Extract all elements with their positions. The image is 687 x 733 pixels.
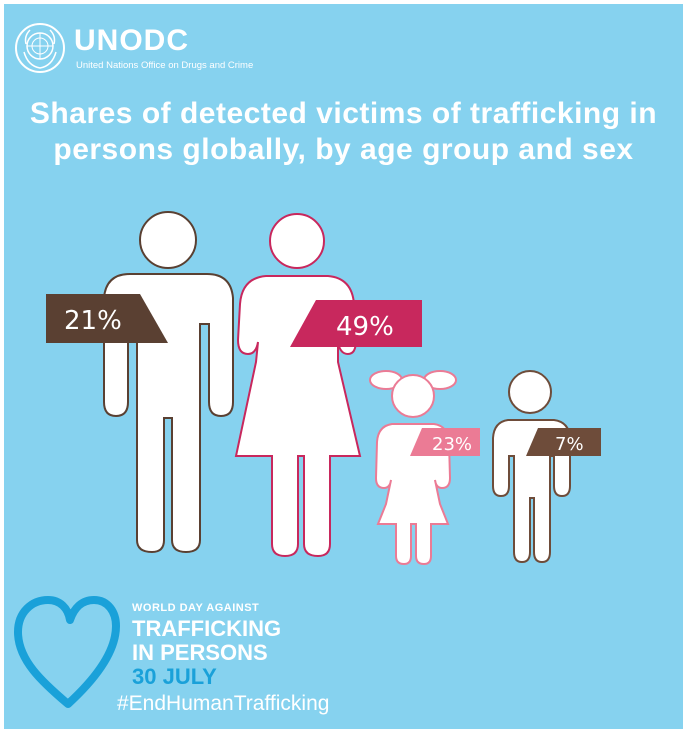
world-day-date: 30 JULY [132,664,217,689]
figure-boy [492,370,571,564]
label-boys-text: 7% [555,434,584,455]
label-men: 21% [46,294,168,343]
label-women-box [290,300,422,347]
label-boys-box [526,428,601,456]
org-full-name: United Nations Office on Drugs and Crime [76,60,254,71]
pictogram-chart: 21% 49% 23% 7% [46,211,601,566]
label-boys: 7% [526,428,601,456]
label-men-text: 21% [64,306,122,336]
world-day-line-3: IN PERSONS [132,640,268,665]
org-name: UNODC [74,24,189,57]
label-women-text: 49% [336,312,394,342]
chart-title-line-2: persons globally, by age group and sex [53,133,634,166]
figure-girl [369,370,457,566]
world-day-line-2: TRAFFICKING [132,616,282,641]
figure-man [103,211,234,554]
world-day-line-1: WORLD DAY AGAINST [132,602,260,614]
world-day-text: WORLD DAY AGAINST TRAFFICKING IN PERSONS… [132,602,281,689]
chart-title-line-1: Shares of detected victims of traffickin… [29,97,658,130]
chart-title: Shares of detected victims of traffickin… [4,96,683,168]
heart-icon [14,596,120,708]
un-emblem-icon [15,23,65,73]
label-women: 49% [290,300,422,347]
label-girls-text: 23% [432,434,472,455]
figure-woman [234,213,362,558]
hashtag: #EndHumanTrafficking [117,692,330,715]
infographic-panel: UNODC United Nations Office on Drugs and… [4,4,683,729]
label-girls: 23% [410,428,480,456]
label-men-box [46,294,168,343]
label-girls-box [410,428,480,456]
